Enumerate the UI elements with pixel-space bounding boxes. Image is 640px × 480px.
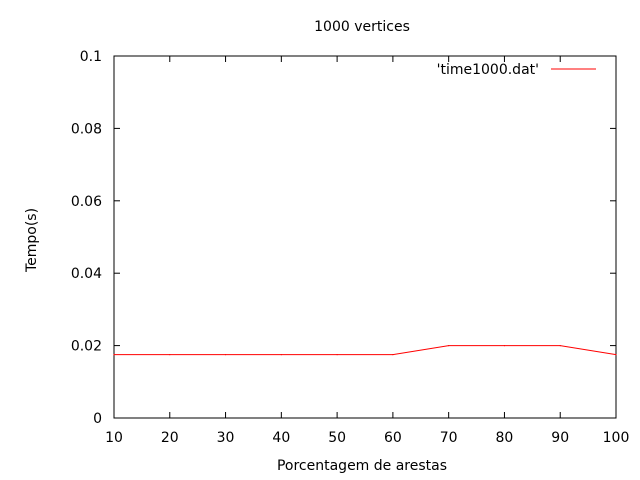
- x-tick-label: 10: [105, 430, 123, 446]
- y-axis-label: Tempo(s): [24, 208, 40, 273]
- x-tick-label: 60: [384, 430, 402, 446]
- x-axis: 10 20 30 40 50 60 70 80 90 100: [105, 56, 629, 446]
- x-axis-label: Porcentagem de arestas: [277, 458, 447, 474]
- x-tick-label: 40: [272, 430, 290, 446]
- chart-title: 1000 vertices: [314, 19, 410, 35]
- series-line: [114, 345, 617, 356]
- data-point: [503, 345, 506, 347]
- data-point: [336, 354, 338, 356]
- x-tick-label: 20: [161, 430, 179, 446]
- data-point: [113, 354, 115, 356]
- x-tick-label: 90: [551, 430, 569, 446]
- data-point: [559, 345, 561, 347]
- x-tick-label: 50: [328, 430, 346, 446]
- x-tick-label: 70: [440, 430, 458, 446]
- data-point: [615, 354, 617, 356]
- data-point: [169, 354, 171, 356]
- data-point: [392, 354, 394, 356]
- x-tick-label: 80: [496, 430, 514, 446]
- y-tick-label: 0.08: [71, 121, 102, 137]
- y-axis: 0 0.02 0.04 0.06 0.08 0.1: [71, 49, 616, 427]
- y-tick-label: 0.1: [80, 49, 102, 65]
- y-tick-label: 0.02: [71, 339, 102, 355]
- data-point: [448, 345, 450, 347]
- y-tick-label: 0: [93, 411, 102, 427]
- x-tick-label: 100: [603, 430, 630, 446]
- plot-frame: [113, 55, 617, 419]
- legend-label: 'time1000.dat': [437, 62, 539, 78]
- y-tick-label: 0.06: [71, 194, 102, 210]
- data-point: [224, 354, 227, 356]
- legend: 'time1000.dat': [437, 62, 596, 78]
- x-tick-label: 30: [217, 430, 235, 446]
- y-tick-label: 0.04: [71, 266, 102, 282]
- series-layer: [113, 345, 617, 356]
- data-point: [280, 354, 282, 356]
